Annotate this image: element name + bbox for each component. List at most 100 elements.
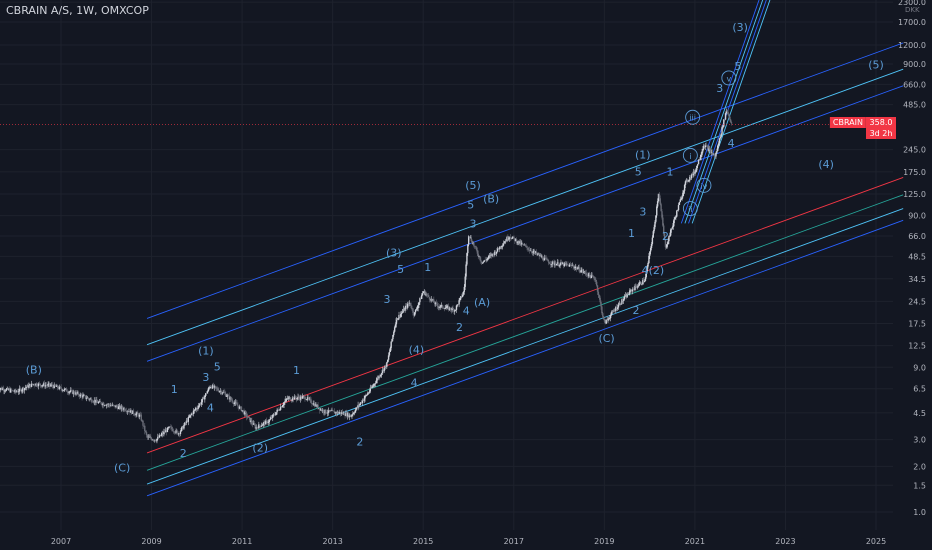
candle-body [490, 254, 493, 256]
candle-body [91, 401, 94, 403]
wave-label: 5 [397, 263, 404, 276]
candle-body [442, 307, 445, 309]
candle-body [11, 390, 14, 392]
candle-body [373, 383, 376, 385]
candle-body [54, 384, 56, 387]
price-tick-label: 34.5 [908, 275, 926, 284]
wave-label: (1) [198, 345, 214, 358]
candle-body [472, 243, 474, 244]
candle-body [220, 391, 223, 394]
candle-body [375, 380, 378, 384]
candle-body [683, 184, 686, 191]
candle-body [392, 335, 394, 340]
chart-title: CBRAIN A/S, 1W, OMXCOP [6, 4, 149, 17]
candle-body [450, 309, 452, 311]
candle-body [513, 236, 515, 239]
candle-body [83, 395, 86, 396]
candle-body [111, 404, 114, 406]
price-axis[interactable]: 2300.0 1700.0 1200.0 900.0 660.0 485.0 245.0 17… [898, 0, 926, 517]
candle-body [633, 289, 635, 290]
candle-body [279, 409, 281, 411]
candle-body [412, 308, 414, 313]
candle-body [211, 386, 213, 389]
candle-body [175, 430, 177, 433]
candle-body [83, 395, 85, 396]
candle-body [692, 171, 695, 176]
candle-body [476, 250, 479, 254]
candle-body [645, 271, 648, 278]
candle-body [296, 397, 298, 400]
candle-body [235, 401, 237, 404]
candle-body [635, 285, 637, 287]
candle-body [118, 405, 121, 407]
candle-body [709, 148, 711, 150]
candle-body [97, 401, 99, 404]
candle-body [284, 401, 286, 403]
wave-label: 1 [293, 364, 300, 377]
candle-body [562, 263, 565, 267]
candle-body [676, 210, 679, 211]
candle-body [166, 427, 169, 433]
candle-body [665, 246, 668, 248]
candle-body [144, 431, 147, 433]
candle-body [153, 439, 156, 441]
candle-body [515, 239, 518, 243]
candle-body [606, 319, 608, 321]
wave-label: 5 [635, 166, 642, 179]
candle-body [127, 411, 129, 412]
candle-body [620, 303, 622, 305]
wave-label: 1 [171, 383, 178, 396]
candle-body [697, 160, 700, 165]
candle-body [342, 412, 344, 414]
candle-body [167, 427, 169, 429]
candle-body [26, 385, 28, 388]
candle-body [170, 426, 172, 428]
channel-line [146, 68, 904, 346]
candle-body [51, 384, 54, 387]
candle-body [547, 259, 549, 262]
candle-body [568, 264, 570, 267]
candle-body [595, 280, 597, 282]
candle-body [61, 388, 63, 391]
candle-body [180, 427, 183, 432]
candle-body [366, 394, 368, 396]
candle-body [636, 286, 639, 288]
time-tick-label: 2023 [775, 537, 795, 546]
candle-body [612, 311, 614, 313]
candle-body [519, 241, 521, 244]
candle-body [662, 217, 664, 226]
candle-body [50, 384, 53, 386]
candle-body [725, 110, 728, 114]
candle-body [251, 420, 253, 424]
candle-body [575, 266, 578, 270]
candle-body [222, 391, 224, 393]
candle-body [727, 111, 729, 115]
candle-body [595, 281, 598, 286]
price-tick-label: 1700.0 [898, 18, 926, 27]
candle-body [29, 384, 32, 387]
candle-body [530, 250, 533, 252]
candle-body [448, 307, 451, 310]
candle-body [193, 409, 196, 411]
candle-body [301, 396, 304, 399]
candle-body [483, 260, 486, 262]
candle-body [523, 244, 526, 246]
candle-body [228, 395, 230, 400]
time-axis[interactable]: 2007 2009 2011 2013 2015 2017 2019 2021 2023 2025 [51, 537, 886, 546]
candle-body [379, 375, 381, 377]
candle-body [106, 404, 109, 406]
candle-body [293, 396, 296, 400]
candle-body [265, 420, 267, 425]
candle-body [493, 253, 495, 255]
candle-body [82, 395, 84, 398]
candle-body [307, 397, 310, 399]
candle-body [80, 394, 82, 396]
wave-label: (1) [635, 148, 651, 161]
wave-label: 3 [202, 371, 209, 384]
candle-body [227, 395, 230, 396]
candle-body [373, 384, 375, 386]
candle-body [216, 388, 218, 389]
candle-body [631, 289, 634, 292]
candle-body [326, 412, 328, 414]
